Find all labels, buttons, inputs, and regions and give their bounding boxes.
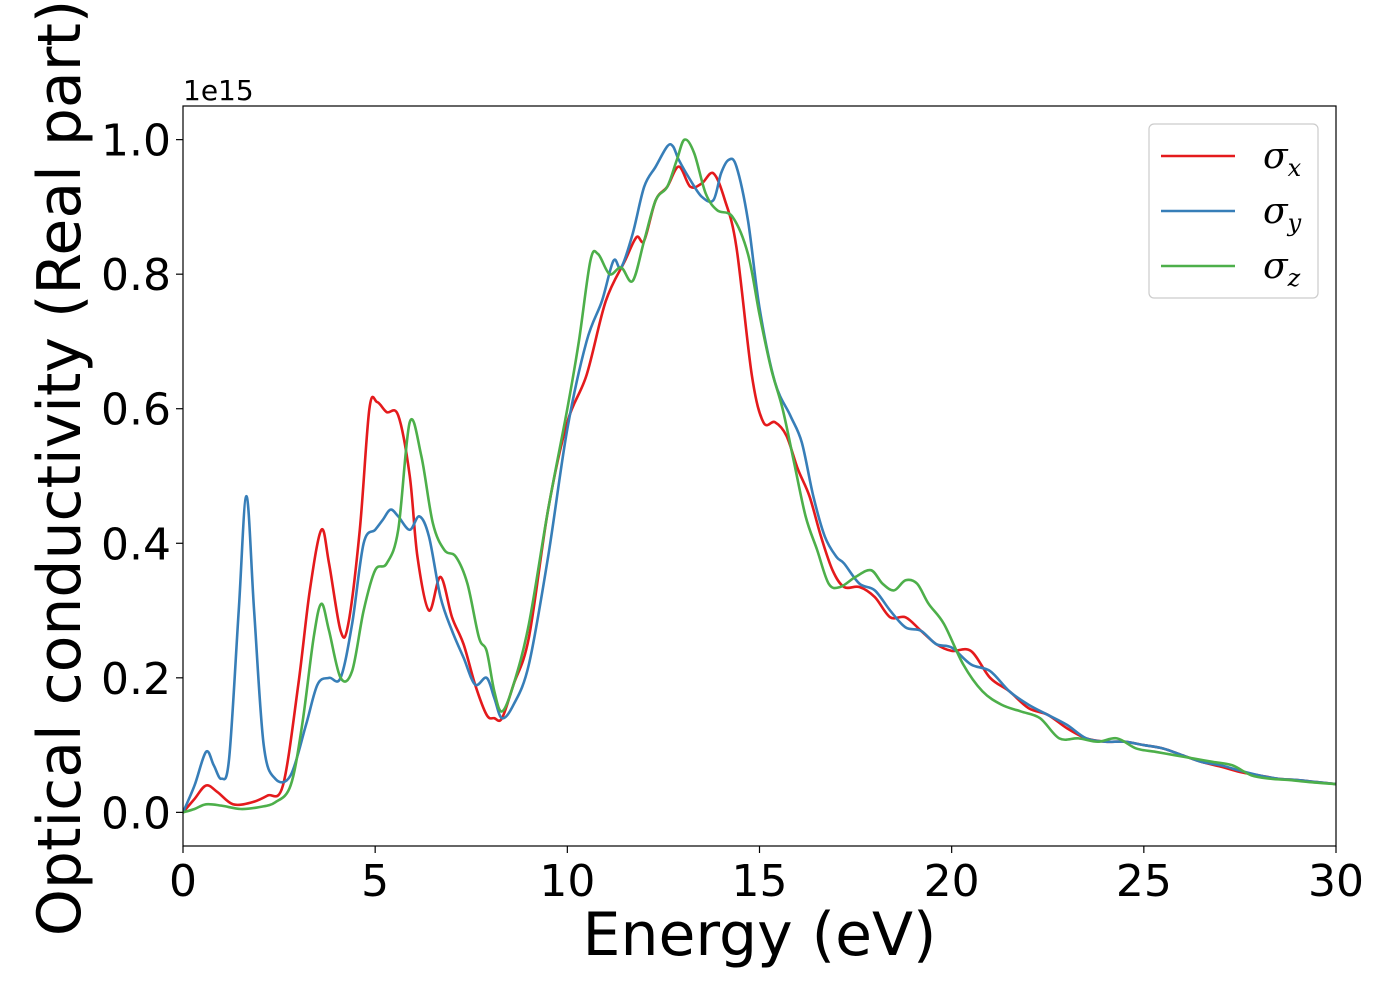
y-axis-title: Optical conductivity (Real part) [25, 0, 95, 936]
legend-label-y: σy [1263, 191, 1302, 237]
x-axis-ticks: 0 5 10 15 20 25 30 [169, 846, 1364, 907]
x-tick-label: 20 [924, 856, 980, 907]
y-tick-label: 0.8 [101, 250, 171, 301]
y-tick-label: 1.0 [101, 116, 171, 167]
series-line-y [183, 142, 1336, 813]
x-tick-label: 10 [539, 856, 595, 907]
x-tick-label: 5 [361, 856, 389, 907]
x-axis-title: Energy (eV) [583, 900, 937, 970]
series-line-z [183, 138, 1336, 814]
y-tick-label: 0.0 [101, 788, 171, 839]
x-tick-label: 30 [1308, 856, 1364, 907]
legend-label-x: σx [1263, 136, 1302, 182]
x-tick-label: 0 [169, 856, 197, 907]
y-axis-ticks: 0.0 0.2 0.4 0.6 0.8 1.0 [101, 116, 183, 839]
plot-lines [183, 138, 1336, 814]
y-tick-label: 0.6 [101, 385, 171, 436]
y-tick-label: 0.4 [101, 519, 171, 570]
legend: σx σy σz [1148, 123, 1319, 299]
y-tick-label: 0.2 [101, 654, 171, 705]
series-line-x [183, 165, 1336, 814]
legend-label-z: σz [1263, 246, 1301, 292]
y-offset-label: 1e15 [183, 74, 254, 107]
x-tick-label: 25 [1116, 856, 1172, 907]
x-tick-label: 15 [732, 856, 788, 907]
